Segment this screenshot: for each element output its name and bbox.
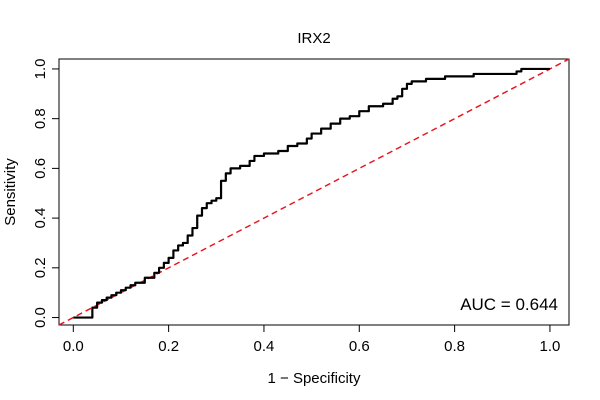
series-layer xyxy=(58,58,570,326)
x-tick-label: 0.0 xyxy=(63,338,84,355)
x-tick-label: 0.2 xyxy=(158,338,179,355)
x-axis-label: 1 − Specificity xyxy=(268,370,361,387)
roc-curve-line xyxy=(73,67,550,319)
x-tick-label: 0.8 xyxy=(444,338,465,355)
x-tick-label: 0.6 xyxy=(349,338,370,355)
x-axis: 0.0 0.2 0.4 0.6 0.8 1.0 xyxy=(63,324,561,355)
chart-title: IRX2 xyxy=(297,30,330,47)
x-tick-label: 1.0 xyxy=(540,338,561,355)
y-tick-label: 0.0 xyxy=(32,307,49,328)
y-tick-label: 0.4 xyxy=(32,208,49,229)
y-tick-label: 0.2 xyxy=(32,257,49,278)
y-tick-label: 1.0 xyxy=(32,59,49,80)
y-axis: 0.0 0.2 0.4 0.6 0.8 1.0 xyxy=(32,59,60,328)
x-tick-label: 0.4 xyxy=(254,338,275,355)
y-tick-label: 0.6 xyxy=(32,158,49,179)
y-tick-label: 0.8 xyxy=(32,108,49,129)
y-axis-label: Sensitivity xyxy=(2,158,19,226)
auc-annotation: AUC = 0.644 xyxy=(460,295,558,314)
